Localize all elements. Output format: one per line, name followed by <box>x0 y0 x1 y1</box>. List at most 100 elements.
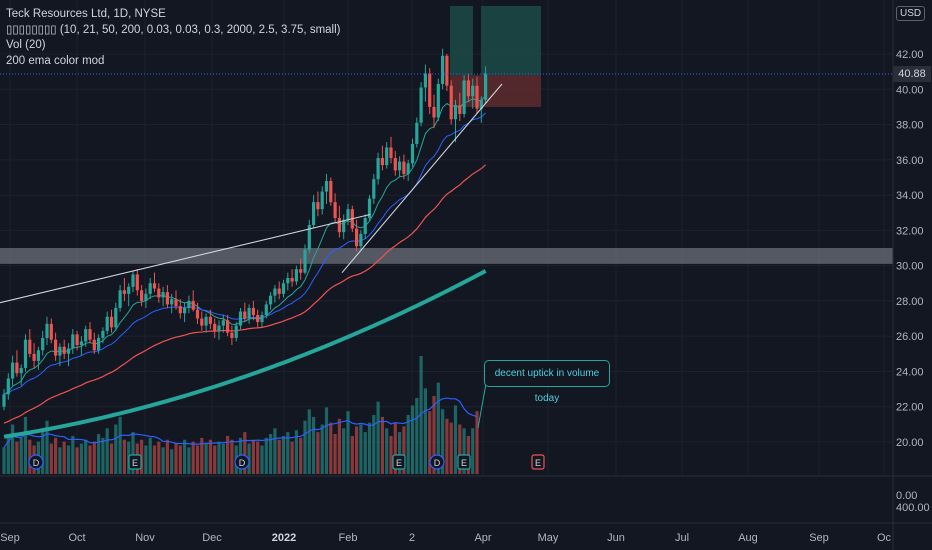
x-tick-label: Apr <box>474 532 491 544</box>
earnings-box <box>128 454 142 470</box>
candle-body <box>165 292 169 305</box>
event-label: D <box>239 458 246 468</box>
candle-body <box>127 286 131 294</box>
volume-bar <box>419 356 423 474</box>
candle-body <box>75 334 79 345</box>
volume-bar <box>247 443 251 474</box>
candle-body <box>445 55 449 86</box>
volume-bar <box>105 428 109 474</box>
volume-bar <box>92 441 96 474</box>
candle-body <box>471 85 475 97</box>
time-axis[interactable]: Sep Oct Nov Dec 2022 Feb 2 Apr May Jun Jul Aug Sep Oc <box>0 532 891 544</box>
volume-bar <box>191 441 195 474</box>
volume-bar <box>385 428 389 474</box>
volume-bar <box>329 422 333 474</box>
volume-bar <box>445 418 449 474</box>
candle-body <box>109 316 114 328</box>
currency-label[interactable]: USD <box>896 6 926 21</box>
y-tick-label: 40.00 <box>896 84 924 96</box>
volume-bar <box>140 439 144 474</box>
candle-body <box>367 198 372 219</box>
candle-body <box>191 300 195 310</box>
price-axis[interactable]: 42.00 40.00 38.00 36.00 34.00 32.00 30.00 28.00… <box>896 49 930 514</box>
volume-bar <box>54 437 58 474</box>
support-resistance-zone[interactable] <box>0 247 893 264</box>
target-zone <box>481 6 541 76</box>
candle-body <box>105 316 109 331</box>
volume-bar <box>178 445 182 474</box>
indicator-legend[interactable]: ▯▯▯▯▯▯▯▯ (10, 21, 50, 200, 0.03, 0.03, 0… <box>6 23 341 36</box>
volume-bar <box>471 428 475 474</box>
candle-body <box>260 315 264 323</box>
volume-legend[interactable]: Vol (20) <box>6 39 46 51</box>
candle-body <box>251 307 255 316</box>
candle-body <box>337 218 341 233</box>
volume-bar <box>286 432 290 474</box>
volume-bar <box>71 435 75 474</box>
candle-body <box>152 283 157 289</box>
earnings-marker: E <box>128 454 142 470</box>
dividend-circle <box>234 454 250 470</box>
volume-bar <box>350 435 354 474</box>
volume-bar <box>393 422 397 474</box>
volume-bar <box>230 439 234 474</box>
long-position-tool[interactable] <box>450 6 541 107</box>
trendlines[interactable] <box>0 83 503 304</box>
target-zone <box>450 6 473 76</box>
volume-bar <box>41 432 45 474</box>
candle-body <box>303 249 307 273</box>
volume-bar <box>307 409 311 474</box>
volume-bar <box>152 445 157 474</box>
candle-body <box>458 105 462 114</box>
candle-body <box>144 293 148 301</box>
volume-bar <box>398 432 402 474</box>
candle-body <box>376 158 380 180</box>
candle-body <box>187 300 191 308</box>
candle-body <box>135 274 139 291</box>
volume-bar <box>372 415 376 474</box>
volume-bar <box>449 422 453 474</box>
candle-body <box>333 202 337 219</box>
volume-bar <box>97 434 101 474</box>
candle-body <box>213 323 217 331</box>
volume-bar <box>432 395 436 474</box>
symbol-title[interactable]: Teck Resources Ltd, 1D, NYSE <box>6 8 166 20</box>
volume-bar <box>355 426 359 474</box>
candle-body <box>247 307 251 319</box>
candle-body <box>88 329 92 340</box>
volume-bar <box>367 422 372 474</box>
volume-bar <box>2 447 6 474</box>
candle-body <box>157 288 161 298</box>
candle-body <box>140 290 144 301</box>
dividend-marker: D <box>28 454 44 470</box>
candle-body <box>385 147 389 166</box>
volume-bar <box>109 443 114 474</box>
candle-body <box>234 325 238 338</box>
candle-body <box>277 288 281 294</box>
candle-body <box>79 341 83 345</box>
volume-bar <box>187 447 191 474</box>
x-tick-label: 2 <box>409 532 415 544</box>
volume-bar <box>11 424 15 474</box>
dividend-marker: D <box>429 454 445 470</box>
candle-body <box>32 353 36 361</box>
volume-bar <box>389 435 393 474</box>
candle-body <box>479 99 483 109</box>
x-tick-label: Aug <box>738 532 758 544</box>
trendline-ascending <box>341 83 503 274</box>
volume-bar <box>441 409 445 474</box>
candle-body <box>221 320 225 326</box>
candle-body <box>264 304 268 316</box>
volume-annotation[interactable]: decent uptick in volume today <box>484 360 610 404</box>
candle-body <box>269 295 273 305</box>
candle-body <box>183 307 187 314</box>
volume-bar <box>170 449 174 474</box>
candle-body <box>393 158 397 171</box>
ema-legend[interactable]: 200 ema color mod <box>6 54 105 67</box>
volume-bar <box>19 437 23 474</box>
volume-bar <box>221 443 225 474</box>
candle-body <box>230 332 234 338</box>
volume-bar <box>165 439 169 474</box>
